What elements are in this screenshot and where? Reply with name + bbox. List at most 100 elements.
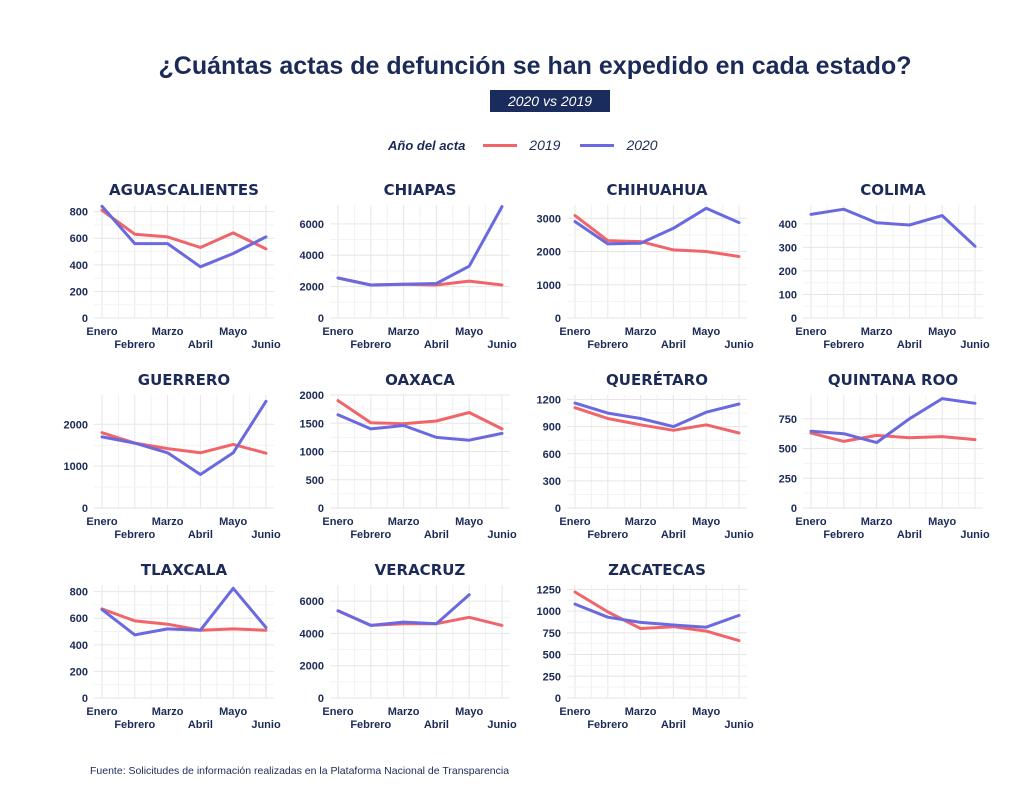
x-tick-label: Mayo xyxy=(219,706,247,718)
y-tick-label: 3000 xyxy=(537,213,561,225)
panel-title-chihuahua: CHIHUAHUA xyxy=(607,181,708,199)
y-tick-label: 0 xyxy=(318,503,324,515)
panel-title-zacatecas: ZACATECAS xyxy=(608,561,706,579)
x-tick-label: Marzo xyxy=(388,516,420,528)
main-title: ¿Cuántas actas de defunción se han exped… xyxy=(158,52,912,80)
x-tick-label: Febrero xyxy=(587,339,628,351)
y-tick-label: 400 xyxy=(779,219,797,231)
y-tick-label: 250 xyxy=(779,473,797,485)
series-line-2020-quintana-roo xyxy=(809,397,977,445)
x-tick-label: Junio xyxy=(960,339,990,351)
x-tick-label: Marzo xyxy=(625,516,657,528)
series-line-2019-quintana-roo xyxy=(809,431,977,443)
y-tick-label: 500 xyxy=(543,650,561,662)
x-tick-label: Marzo xyxy=(152,516,184,528)
x-tick-label: Mayo xyxy=(455,706,483,718)
series-line-2020-chiapas xyxy=(336,205,504,287)
x-tick-label: Junio xyxy=(724,529,754,541)
y-tick-label: 300 xyxy=(543,476,561,488)
x-tick-label: Junio xyxy=(487,339,517,351)
series-line-2019-aguascalientes xyxy=(100,208,268,251)
x-tick-label: Junio xyxy=(487,529,517,541)
panel-title-quintana-roo: QUINTANA ROO xyxy=(828,371,958,389)
x-tick-label: Marzo xyxy=(388,326,420,338)
x-tick-label: Enero xyxy=(795,516,826,528)
legend-item-2019: 2019 xyxy=(483,137,560,153)
series-line-2020-aguascalientes xyxy=(100,204,268,269)
series-line-2019-tlaxcala xyxy=(100,607,268,632)
y-tick-label: 1000 xyxy=(64,461,88,473)
y-tick-label: 800 xyxy=(70,587,88,599)
y-tick-label: 1250 xyxy=(537,584,561,596)
y-tick-label: 1000 xyxy=(537,280,561,292)
series-line-2020-queretaro xyxy=(573,401,741,429)
y-tick-label: 250 xyxy=(543,671,561,683)
y-tick-label: 800 xyxy=(70,207,88,219)
x-tick-label: Marzo xyxy=(625,706,657,718)
y-tick-label: 4000 xyxy=(300,628,324,640)
y-tick-label: 2000 xyxy=(300,390,324,402)
legend-label-2020: 2020 xyxy=(626,137,658,153)
x-tick-label: Marzo xyxy=(625,326,657,338)
y-tick-label: 2000 xyxy=(64,419,88,431)
x-tick-label: Mayo xyxy=(692,706,720,718)
x-tick-label: Febrero xyxy=(587,719,628,731)
legend-item-2020: 2020 xyxy=(580,137,658,153)
x-tick-label: Junio xyxy=(724,719,754,731)
x-tick-label: Mayo xyxy=(928,326,956,338)
x-tick-label: Febrero xyxy=(350,339,391,351)
x-tick-label: Mayo xyxy=(692,516,720,528)
y-tick-label: 6000 xyxy=(300,219,324,231)
series-line-2019-queretaro xyxy=(573,406,741,435)
x-tick-label: Mayo xyxy=(219,516,247,528)
x-tick-label: Junio xyxy=(251,529,281,541)
series-line-2020-guerrero xyxy=(100,399,268,476)
y-tick-label: 750 xyxy=(543,628,561,640)
y-tick-label: 600 xyxy=(70,613,88,625)
x-tick-label: Enero xyxy=(86,706,117,718)
y-tick-label: 2000 xyxy=(300,661,324,673)
x-tick-label: Abril xyxy=(188,529,213,541)
x-tick-label: Febrero xyxy=(350,719,391,731)
x-tick-label: Enero xyxy=(559,326,590,338)
y-tick-label: 1200 xyxy=(537,395,561,407)
x-tick-label: Febrero xyxy=(823,529,864,541)
y-tick-label: 1500 xyxy=(300,418,324,430)
series-line-2020-zacatecas xyxy=(573,602,741,629)
y-tick-label: 2000 xyxy=(537,247,561,259)
y-tick-label: 300 xyxy=(779,242,797,254)
y-tick-label: 0 xyxy=(82,503,88,515)
x-tick-label: Abril xyxy=(661,339,686,351)
panel-title-veracruz: VERACRUZ xyxy=(375,561,466,579)
panel-title-guerrero: GUERRERO xyxy=(138,371,230,389)
series-line-2020-colima xyxy=(809,207,977,248)
x-tick-label: Febrero xyxy=(823,339,864,351)
x-tick-label: Enero xyxy=(322,326,353,338)
y-tick-label: 0 xyxy=(318,693,324,705)
series-line-2020-veracruz xyxy=(336,593,471,627)
legend-swatch-2020 xyxy=(580,143,615,147)
panel-queretaro: QUERÉTARO 0 300 600 900 1200 EneroFebreroMarzo… xyxy=(537,370,754,541)
panel-title-oaxaca: OAXACA xyxy=(385,371,455,389)
x-tick-label: Mayo xyxy=(455,516,483,528)
x-tick-label: Abril xyxy=(661,719,686,731)
x-tick-label: Enero xyxy=(86,516,117,528)
x-tick-label: Marzo xyxy=(861,326,893,338)
x-tick-label: Mayo xyxy=(455,326,483,338)
y-tick-label: 0 xyxy=(82,693,88,705)
y-tick-label: 0 xyxy=(82,313,88,325)
x-tick-label: Mayo xyxy=(928,516,956,528)
x-tick-label: Junio xyxy=(251,339,281,351)
x-tick-label: Mayo xyxy=(692,326,720,338)
x-tick-label: Abril xyxy=(424,529,449,541)
y-tick-label: 500 xyxy=(306,475,324,487)
x-tick-label: Abril xyxy=(897,529,922,541)
y-tick-label: 0 xyxy=(791,313,797,325)
x-tick-label: Mayo xyxy=(219,326,247,338)
y-tick-label: 0 xyxy=(555,313,561,325)
